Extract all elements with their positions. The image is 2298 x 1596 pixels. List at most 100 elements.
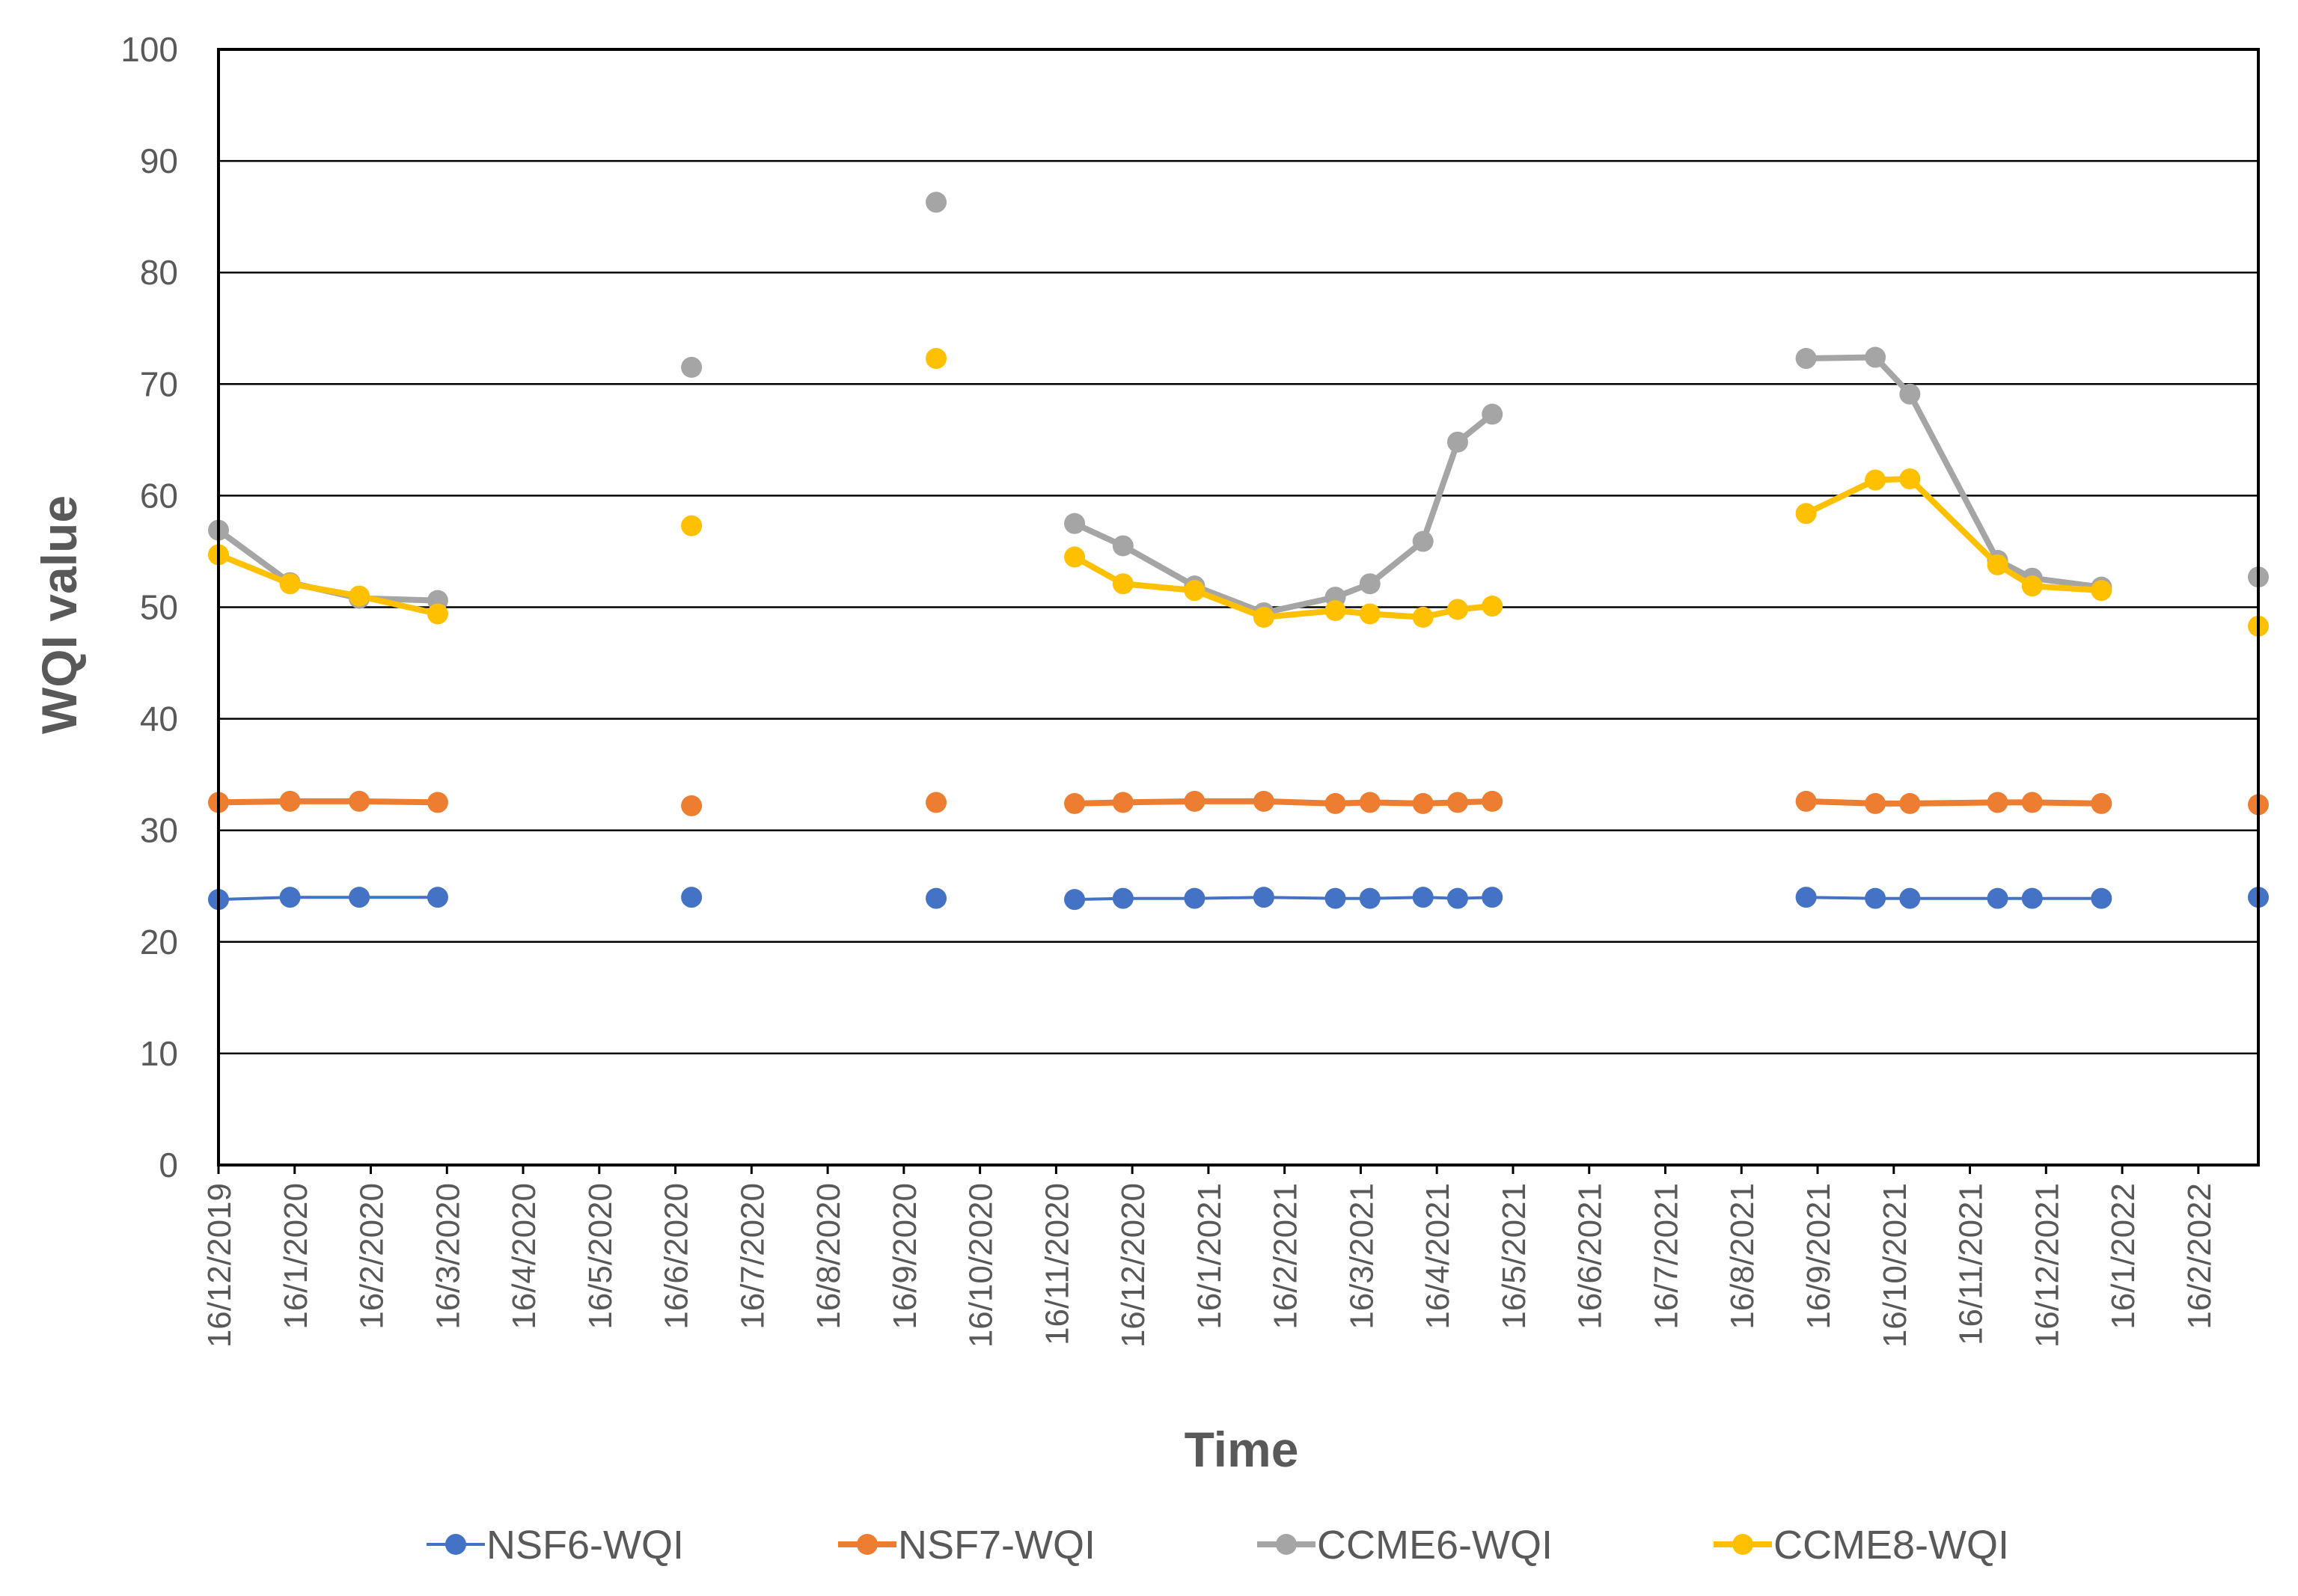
data-point	[427, 887, 448, 908]
y-tick-label: 100	[120, 30, 178, 69]
data-point	[1987, 792, 2008, 813]
legend-label: NSF7-WQI	[898, 1523, 1095, 1568]
data-point	[1184, 580, 1205, 602]
data-point	[279, 573, 301, 595]
data-point	[1253, 606, 1274, 628]
x-tick-label: 16/1/2021	[1191, 1183, 1228, 1330]
x-tick-label: 16/7/2020	[734, 1183, 771, 1330]
series-line	[216, 798, 441, 806]
y-axis-title: WQI value	[31, 495, 87, 734]
data-point	[1446, 887, 1468, 909]
data-point	[349, 585, 370, 607]
y-tick-label: 40	[140, 700, 178, 739]
data-point	[279, 887, 301, 908]
data-point	[1359, 573, 1381, 595]
data-point	[1184, 790, 1205, 812]
data-point	[1795, 790, 1817, 812]
data-point	[349, 790, 370, 812]
legend-marker	[857, 1534, 878, 1555]
x-tick-label: 16/2/2021	[1268, 1183, 1304, 1330]
series-line	[1803, 354, 2105, 590]
data-point	[1064, 513, 1086, 534]
data-point	[1795, 503, 1817, 525]
series-line	[1803, 798, 2105, 807]
data-point	[1865, 346, 1886, 368]
data-point	[2091, 792, 2112, 814]
x-tick-label: 16/3/2020	[430, 1183, 466, 1330]
legend-item-nsf6-wqi: NSF6-WQI	[427, 1523, 684, 1568]
data-point	[1412, 887, 1434, 908]
y-tick-label: 0	[159, 1146, 178, 1184]
series-line	[217, 896, 439, 902]
x-tick-label: 16/8/2021	[1724, 1183, 1761, 1330]
data-point	[926, 348, 947, 370]
data-point	[1482, 596, 1503, 617]
data-point	[279, 790, 301, 812]
data-point	[1899, 468, 1921, 490]
data-point	[1899, 383, 1921, 405]
x-tick-label: 16/5/2021	[1496, 1183, 1532, 1330]
y-tick-label: 60	[140, 476, 178, 515]
x-tick-label: 16/5/2020	[582, 1183, 619, 1330]
data-point	[1987, 887, 2008, 909]
data-point	[1795, 348, 1817, 370]
data-series	[208, 192, 2269, 911]
legend-label: CCME6-WQI	[1317, 1523, 1553, 1568]
series-nsf7-wqi	[208, 790, 2269, 816]
series-nsf6-wqi	[208, 887, 2269, 911]
data-point	[2021, 887, 2043, 909]
x-tick-label: 16/12/2020	[1115, 1183, 1152, 1348]
data-point	[1184, 887, 1205, 909]
data-point	[427, 603, 448, 625]
y-tick-label: 50	[140, 588, 178, 627]
y-tick-label: 20	[140, 923, 178, 961]
data-point	[681, 887, 703, 908]
data-point	[2021, 575, 2043, 597]
data-point	[926, 192, 947, 213]
data-point	[1324, 887, 1346, 909]
data-point	[1324, 792, 1346, 814]
data-point	[427, 792, 448, 813]
data-point	[926, 887, 947, 909]
series-ccme6-wqi	[208, 192, 2269, 623]
x-tick-label: 16/9/2020	[887, 1183, 923, 1330]
x-tick-label: 16/2/2020	[354, 1183, 391, 1330]
data-point	[1446, 792, 1468, 813]
data-point	[2091, 887, 2112, 909]
legend-marker	[445, 1534, 466, 1555]
data-point	[349, 887, 370, 908]
legend-item-nsf7-wqi: NSF7-WQI	[838, 1523, 1095, 1568]
data-point	[1865, 469, 1886, 491]
data-point	[1112, 887, 1134, 909]
y-tick-label: 10	[140, 1034, 178, 1073]
x-tick-label: 16/2/2022	[2181, 1183, 2218, 1330]
data-point	[1064, 546, 1086, 568]
data-point	[1112, 535, 1134, 557]
data-point	[1865, 792, 1886, 814]
data-point	[1064, 792, 1086, 814]
data-point	[1446, 431, 1468, 453]
y-tick-labels: 0 10 20 30 40 50 60 70 80 90 100	[120, 30, 178, 1184]
data-point	[1064, 889, 1086, 911]
x-tick-label: 16/11/2020	[1039, 1183, 1075, 1345]
series-line	[1804, 896, 2103, 900]
x-tick-label: 16/11/2021	[1953, 1183, 1990, 1345]
data-point	[2021, 792, 2043, 813]
legend-marker	[1732, 1534, 1753, 1555]
legend-label: NSF6-WQI	[486, 1523, 684, 1568]
data-point	[1482, 403, 1503, 425]
data-point	[681, 795, 703, 816]
data-point	[1412, 606, 1434, 628]
data-point	[1482, 790, 1503, 812]
data-point	[1482, 887, 1503, 908]
data-point	[1112, 573, 1134, 595]
y-tick-label: 30	[140, 811, 178, 850]
x-tick-label: 16/6/2020	[658, 1183, 695, 1330]
plot-area-frame	[217, 48, 2260, 1167]
x-tick-label: 16/4/2021	[1420, 1183, 1456, 1330]
x-tick-label: 16/1/2020	[278, 1183, 314, 1330]
x-tick-label: 16/10/2021	[1877, 1183, 1913, 1348]
legend-label: CCME8-WQI	[1773, 1523, 2009, 1568]
y-tick-label: 90	[140, 141, 178, 180]
